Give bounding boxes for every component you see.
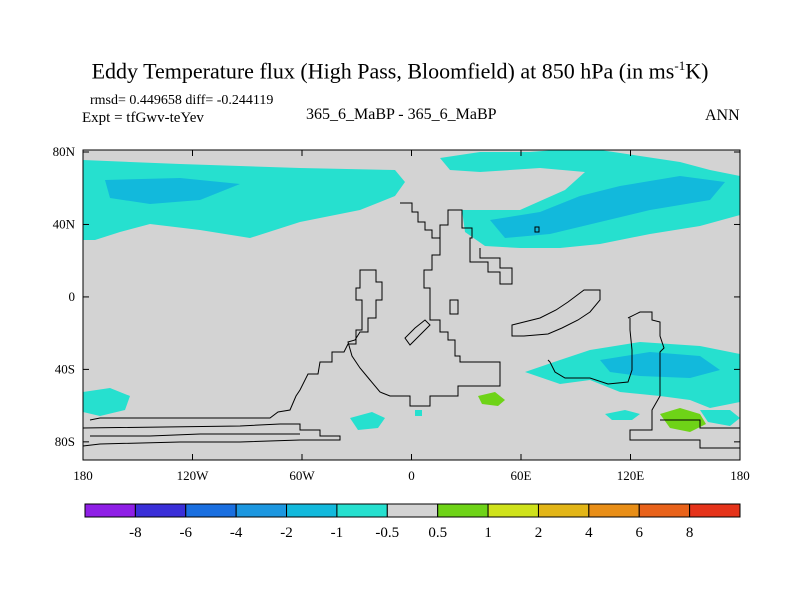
colorbar-swatch <box>286 503 338 518</box>
nh-west-core <box>105 178 240 204</box>
coastline-antarctica <box>82 423 341 447</box>
y-tick-label: 40N <box>53 216 76 231</box>
case-label: 365_6_MaBP - 365_6_MaBP <box>306 106 497 123</box>
season-label: ANN <box>705 107 740 124</box>
y-tick-label: 0 <box>69 289 76 304</box>
coastline-island-sw <box>449 299 459 315</box>
sh-mid-patch <box>350 412 385 430</box>
x-axis: 180 120W 60W 0 60E 120E 180 <box>73 150 750 483</box>
coastline-africa-eurasia <box>89 202 513 421</box>
coastline-australia <box>511 289 601 337</box>
colorbar-swatch <box>84 503 136 518</box>
coastline-se-landmass <box>627 311 740 449</box>
colorbar-label: 6 <box>635 525 643 541</box>
plot-title: Eddy Temperature flux (High Pass, Bloomf… <box>91 58 709 84</box>
colorbar-swatch <box>537 503 590 518</box>
colorbar-swatch <box>689 503 741 518</box>
coastline-antarctica-east <box>660 419 740 429</box>
colorbar-swatch <box>588 503 640 518</box>
colorbar-swatch <box>134 503 187 518</box>
colorbar-swatch <box>487 503 539 518</box>
positive-patch-1 <box>478 392 505 406</box>
coastline-isthmus <box>404 319 431 346</box>
colorbar-swatch <box>185 503 237 518</box>
coastlines <box>82 202 740 449</box>
experiment-label: Expt = tfGwv-teYev <box>82 110 204 126</box>
colorbar-swatch <box>386 503 439 518</box>
coastline-se-inner <box>547 318 633 385</box>
colorbar-label: 8 <box>686 525 694 541</box>
sh-west-patch <box>83 388 130 416</box>
x-tick-label: 180 <box>730 468 750 483</box>
colorbar-swatch <box>235 503 288 518</box>
x-tick-label: 180 <box>73 468 93 483</box>
colorbar-swatch <box>638 503 691 518</box>
y-tick-label: 40S <box>55 361 75 376</box>
colorbar-swatch <box>336 503 388 518</box>
colorbar-label: 4 <box>585 525 593 541</box>
colorbar-swatch <box>437 503 489 518</box>
colorbar-label: 1 <box>484 525 492 541</box>
coastline-south-west <box>90 433 300 437</box>
stats-label: rmsd= 0.449658 diff= -0.244119 <box>90 93 274 108</box>
y-axis: 80N 40N 0 40S 80S <box>53 144 740 449</box>
colorbar-label: -8 <box>129 525 142 541</box>
colorbar-label: -0.5 <box>375 525 399 541</box>
colorbar-label: -4 <box>230 525 243 541</box>
x-tick-label: 120E <box>617 468 645 483</box>
colorbar-label: -6 <box>180 525 193 541</box>
colorbar-label: -2 <box>280 525 293 541</box>
colorbar: -8 -6 -4 -2 -1 -0.5 0.5 1 2 4 6 8 <box>84 503 741 541</box>
sh-southeast-patch <box>605 410 640 420</box>
sh-far-east-patch <box>700 410 740 426</box>
colorbar-label: 2 <box>535 525 543 541</box>
y-tick-label: 80N <box>53 144 76 159</box>
colorbar-label: 0.5 <box>428 525 447 541</box>
sh-small-patch <box>415 410 422 416</box>
colorbar-label: -1 <box>331 525 344 541</box>
y-tick-label: 80S <box>55 434 75 449</box>
nh-east-core <box>490 176 725 238</box>
coastline-small-box <box>534 226 540 233</box>
flux-field <box>83 150 740 432</box>
x-tick-label: 120W <box>177 468 210 483</box>
x-tick-label: 60W <box>289 468 315 483</box>
x-tick-label: 0 <box>408 468 415 483</box>
x-tick-label: 60E <box>511 468 532 483</box>
